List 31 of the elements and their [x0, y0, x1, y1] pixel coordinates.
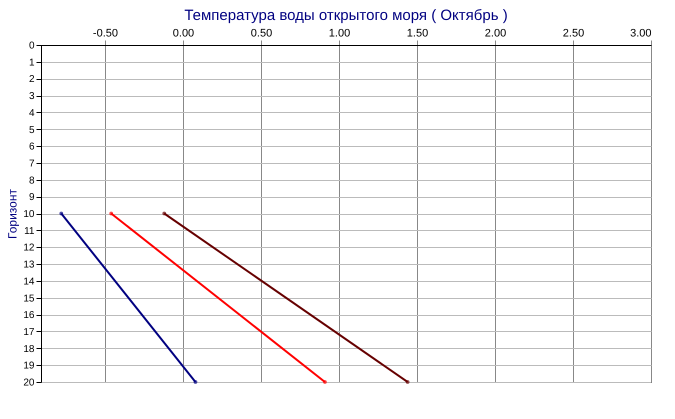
y-tick-label: 3	[28, 91, 35, 102]
x-tick-label: 0.50	[250, 28, 272, 40]
x-tick-label: 1.50	[406, 28, 428, 40]
y-tick-label: 20	[23, 378, 35, 388]
y-tick-label: 15	[23, 293, 35, 304]
x-tick-label: 3.00	[630, 28, 652, 40]
x-tick-label: -0.50	[92, 28, 118, 40]
y-tick-label: 17	[23, 326, 35, 338]
y-tick-label: 1	[28, 57, 35, 68]
x-tick-label: 1.00	[328, 28, 350, 40]
y-tick-label: 7	[28, 158, 35, 170]
y-axis-title: Горизонт	[5, 188, 20, 239]
y-tick-label: 10	[23, 209, 35, 220]
x-tick-label: 2.00	[484, 28, 506, 40]
y-tick-label: 6	[28, 142, 35, 153]
y-tick-label: 18	[23, 344, 35, 355]
x-tick-label: 0.00	[172, 28, 194, 40]
y-tick-label: 19	[23, 360, 35, 372]
y-tick-label: 8	[28, 175, 35, 186]
y-tick-label: 11	[24, 226, 35, 237]
y-tick-label: 5	[28, 124, 35, 136]
x-tick-label: 2.50	[562, 28, 584, 40]
y-tick-label: 13	[23, 260, 35, 271]
y-tick-label: 14	[23, 276, 35, 288]
y-tick-label: 12	[23, 242, 35, 254]
y-tick-label: 16	[23, 310, 35, 322]
chart-title: Температура воды открытого моря ( Октябрь )	[184, 7, 508, 24]
y-tick-label: 4	[28, 108, 35, 119]
y-tick-label: 9	[28, 192, 35, 204]
y-tick-label: 2	[28, 74, 35, 86]
y-tick-label: 0	[28, 40, 35, 52]
